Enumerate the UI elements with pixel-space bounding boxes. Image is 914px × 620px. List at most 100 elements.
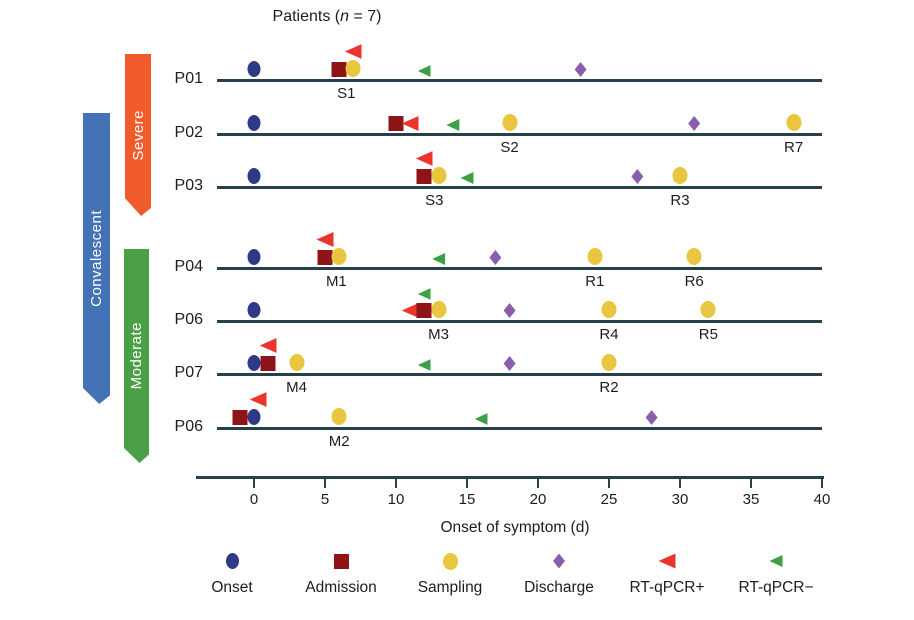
marker-admission [317,250,333,265]
legend-marker-slot [499,552,619,570]
marker-discharge [631,169,644,184]
marker-admission [260,356,276,371]
marker-discharge [688,116,701,131]
x-axis-tick [750,478,752,488]
legend-marker-onset-icon [225,553,239,569]
cohort-banner-label: Convalescent [88,210,105,307]
x-axis-tick-label: 40 [813,491,831,508]
marker-onset [247,409,261,425]
x-axis-tick [466,478,468,488]
x-axis-tick-label: 0 [249,491,259,508]
sample-label: R7 [784,139,804,156]
marker-onset [247,302,261,318]
patient-timeline-line [217,186,822,189]
patient-label: P06 [174,311,203,328]
marker-sampling [431,301,447,318]
legend-label: Sampling [417,579,483,596]
sample-label: R4 [599,326,619,343]
x-axis-tick-label: 5 [320,491,330,508]
marker-rtqpcr_pos [344,44,362,59]
x-axis-tick-label: 15 [458,491,476,508]
sample-label: S3 [425,192,444,209]
marker-rtqpcr_pos [249,392,267,407]
x-axis-tick [679,478,681,488]
marker-sampling [289,354,305,371]
patient-label: P02 [174,124,203,141]
legend-marker-slot [172,552,292,570]
legend-marker-discharge-icon [553,553,565,569]
sample-label: R5 [698,326,718,343]
legend-item-rtqpcr_neg: RT-qPCR− [716,552,836,597]
marker-onset [247,249,261,265]
patient-timeline-line [217,267,822,270]
sample-label: R6 [684,273,704,290]
x-axis-tick [324,478,326,488]
chart-title-post: = 7) [349,8,382,25]
patient-label: P07 [174,364,203,381]
legend-marker-rtqpcr_neg-icon [769,555,783,567]
x-axis-tick-label: 30 [671,491,689,508]
x-axis-tick [537,478,539,488]
chart-title-n-italic: n [340,8,350,25]
marker-sampling [700,301,716,318]
x-axis-tick [821,478,823,488]
legend-marker-sampling-icon [442,552,458,570]
legend-marker-slot [716,552,836,570]
patient-timeline-line [217,427,822,430]
marker-sampling [587,248,603,265]
marker-sampling [331,408,347,425]
x-axis-tick-label: 20 [529,491,547,508]
legend-marker-rtqpcr_pos-icon [658,553,676,569]
patient-timeline-line [217,79,822,82]
legend-item-admission: Admission [281,552,401,597]
legend-label: RT-qPCR+ [629,579,705,596]
marker-rtqpcr_neg [446,119,460,131]
legend-marker-slot [390,552,510,570]
marker-sampling [502,114,518,131]
marker-onset [247,355,261,371]
x-axis-tick [608,478,610,488]
sample-label: S2 [500,139,519,156]
marker-onset [247,115,261,131]
x-axis-tick-label: 35 [742,491,760,508]
legend-label: Discharge [524,579,594,596]
marker-onset [247,168,261,184]
marker-rtqpcr_neg [417,359,431,371]
x-axis-tick-label: 10 [387,491,405,508]
x-axis-line [196,476,824,479]
marker-admission [388,116,404,131]
marker-admission [331,62,347,77]
marker-sampling [786,114,802,131]
marker-sampling [345,60,361,77]
marker-admission [232,410,248,425]
marker-rtqpcr_pos [415,151,433,166]
legend-item-rtqpcr_pos: RT-qPCR+ [607,552,727,597]
patient-label: P04 [174,258,203,275]
sample-label: R1 [585,273,605,290]
x-axis-tick-label: 25 [600,491,618,508]
marker-discharge [503,303,516,318]
sample-label: M4 [286,379,308,396]
chart-title-pre: Patients ( [272,8,341,25]
legend-label: Onset [211,579,253,596]
sample-label: R2 [599,379,619,396]
marker-rtqpcr_neg [460,172,474,184]
legend-marker-slot [281,552,401,570]
marker-rtqpcr_pos [259,338,277,353]
patient-label: P06 [174,418,203,435]
group-banner-severe: Severe [125,54,151,216]
x-axis-title: Onset of symptom (d) [440,519,590,536]
cohort-banner-convalescent: Convalescent [83,113,110,404]
marker-discharge [503,356,516,371]
legend-item-discharge: Discharge [499,552,619,597]
legend-marker-slot [607,552,727,570]
marker-sampling [601,301,617,318]
patient-label: P01 [174,70,203,87]
sample-label: S1 [337,85,356,102]
marker-admission [416,303,432,318]
marker-rtqpcr_pos [401,116,419,131]
legend-label: Admission [305,579,377,596]
marker-rtqpcr_neg [417,65,431,77]
chart-title: Patients (n = 7) [222,8,432,26]
